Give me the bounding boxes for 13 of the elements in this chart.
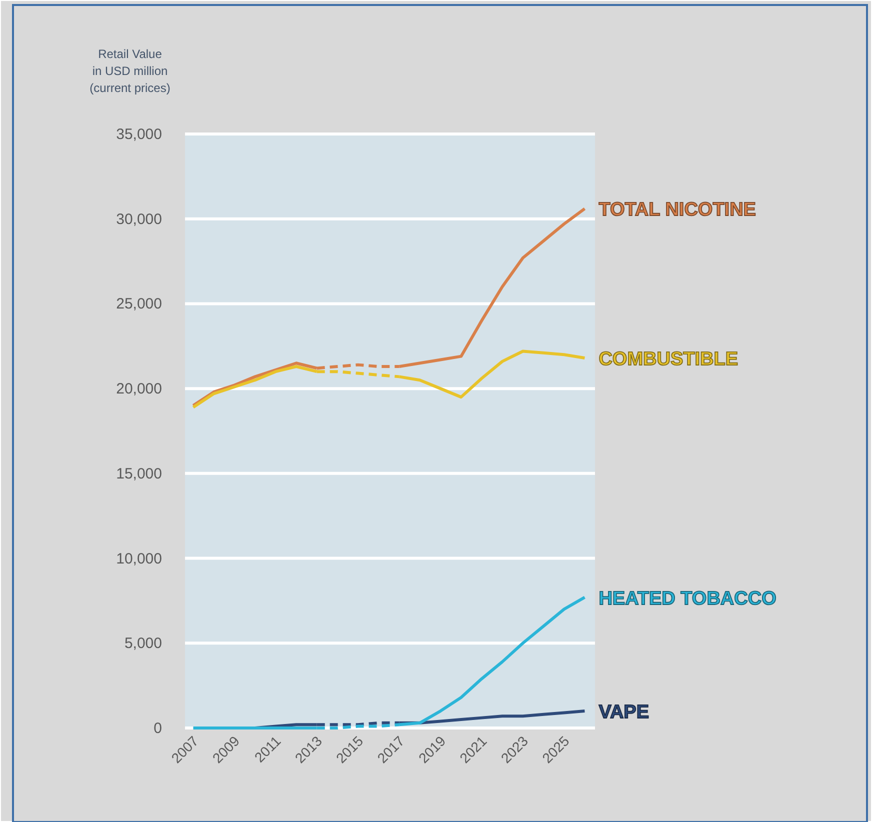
- series-label: VAPE: [598, 702, 650, 724]
- series-label: COMBUSTIBLE: [598, 349, 738, 370]
- y-tick-label: 35,000: [116, 126, 162, 143]
- y-tick-label: 15,000: [116, 465, 162, 482]
- series-label: HEATED TOBACCO: [598, 588, 776, 610]
- y-tick-label: 20,000: [116, 380, 162, 398]
- y-tick-label: 25,000: [116, 296, 162, 313]
- y-tick-label: 10,000: [116, 550, 162, 568]
- y-axis-title: Retail Value in USD million (current prices): [90, 47, 170, 95]
- series-label: TOTAL NICOTINE: [598, 200, 756, 221]
- y-tick-label: 5,000: [124, 635, 162, 652]
- y-tick-label: 0: [154, 720, 162, 737]
- y-tick-label: 30,000: [116, 210, 162, 228]
